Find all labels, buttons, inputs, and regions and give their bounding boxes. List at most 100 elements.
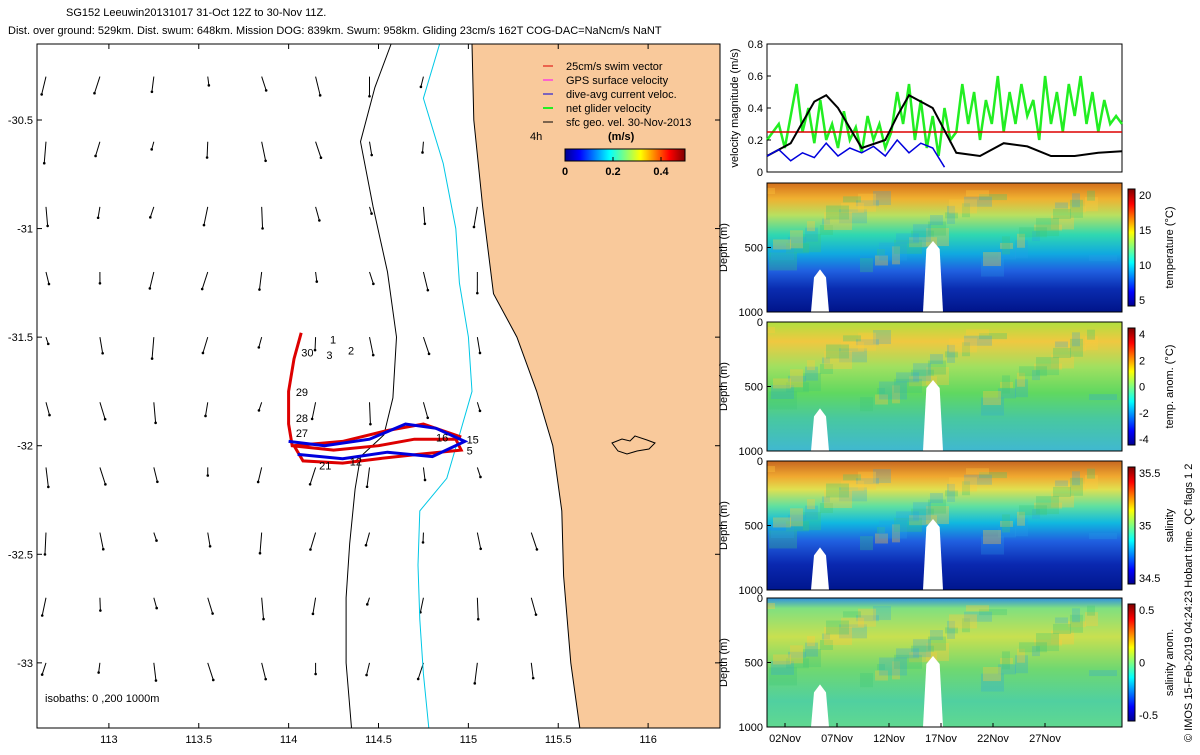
salinity-patch xyxy=(773,517,791,527)
track-label: 3 xyxy=(326,350,332,362)
vector-head xyxy=(154,422,157,425)
temperature-patch xyxy=(773,239,791,249)
temperature-patch xyxy=(879,243,907,261)
temp_anom-patch xyxy=(1053,348,1071,358)
vector-head xyxy=(259,552,262,555)
vector-head xyxy=(370,154,373,157)
vector-head xyxy=(370,212,373,215)
temp_anom-patch xyxy=(1055,341,1068,347)
vector-head xyxy=(48,283,51,286)
sal_anom-colorbar-tick: 0.5 xyxy=(1139,605,1154,617)
sal_anom-patch xyxy=(1019,642,1047,652)
vector-head xyxy=(479,476,482,479)
vector-head xyxy=(369,423,372,426)
temp_anom-colorbar-tick: 4 xyxy=(1139,329,1145,341)
temperature-patch xyxy=(949,199,977,213)
vector-head xyxy=(426,416,429,419)
temperature-patch xyxy=(1019,227,1047,237)
vector-head xyxy=(150,148,153,151)
vector-head xyxy=(206,156,209,159)
temperature-patch xyxy=(1087,191,1095,201)
temp_anom-colorbar-tick: -2 xyxy=(1139,408,1149,420)
salinity-patch xyxy=(790,508,803,526)
track-label: 21 xyxy=(319,461,331,473)
temperature-patch xyxy=(966,190,989,196)
vector-head xyxy=(41,614,44,617)
temp_anom-patch xyxy=(949,338,977,352)
salinity-colorbar-tick: 34.5 xyxy=(1139,573,1160,585)
salinity-patch xyxy=(1089,533,1117,539)
vector-head xyxy=(314,349,317,352)
temperature-patch xyxy=(930,215,943,225)
track-label: 16 xyxy=(436,432,448,444)
vector-head xyxy=(201,288,204,291)
map-y-tick-label: -32.5 xyxy=(8,549,33,561)
vector-head xyxy=(366,603,369,606)
temp_anom-colorbar-tick: -4 xyxy=(1139,434,1149,446)
temperature-colorbar xyxy=(1128,189,1135,306)
vector-head xyxy=(43,162,46,165)
vector-head xyxy=(202,352,205,355)
vector-head xyxy=(421,151,424,154)
vector-head xyxy=(203,224,206,227)
salinity-patch xyxy=(1055,480,1068,486)
vector-head xyxy=(104,483,107,486)
date-tick-label: 07Nov xyxy=(821,733,853,745)
salinity-patch xyxy=(1053,487,1071,497)
temp_anom-patch xyxy=(930,354,943,364)
vector-head xyxy=(417,678,420,681)
sal_anom-patch xyxy=(1002,651,1010,669)
vector-head xyxy=(473,226,476,229)
vector-head xyxy=(261,227,264,230)
vector-head xyxy=(99,609,102,612)
vector-head xyxy=(479,410,482,413)
sal_anom-patch xyxy=(843,611,861,617)
vector-head xyxy=(93,92,96,95)
vector-head xyxy=(206,474,209,477)
vector-head xyxy=(47,486,50,489)
temperature-patch xyxy=(790,230,803,248)
temp_anom-colorbar xyxy=(1128,328,1135,445)
vector-head xyxy=(40,93,43,96)
vector-head xyxy=(258,346,261,349)
temperature-patch xyxy=(767,188,775,194)
vector-head xyxy=(366,485,369,488)
vector-head xyxy=(424,479,427,482)
date-tick-label: 17Nov xyxy=(925,733,957,745)
sal_anom-colorbar-tick: 0 xyxy=(1139,658,1145,670)
salinity-patch xyxy=(1072,471,1080,485)
sal_anom-patch xyxy=(1089,670,1117,676)
sal_anom-patch xyxy=(1053,624,1071,634)
temperature-colorbar-tick: 20 xyxy=(1139,190,1151,202)
temp_anom-y-tick-label: 0 xyxy=(757,317,763,329)
temperature-patch xyxy=(860,258,873,272)
vector-head xyxy=(102,548,105,551)
salinity-patch xyxy=(879,521,907,539)
temperature-patch xyxy=(1089,255,1117,261)
map-x-tick-label: 113 xyxy=(100,734,118,746)
vector-head xyxy=(155,607,158,610)
sal_anom-patch xyxy=(966,605,989,611)
salinity-patch xyxy=(1002,514,1010,532)
vector-head xyxy=(365,674,368,677)
salinity-patch xyxy=(826,484,849,498)
vector-head xyxy=(428,353,431,356)
date-tick-label: 27Nov xyxy=(1029,733,1061,745)
vector-head xyxy=(535,613,538,616)
vector-head xyxy=(479,352,482,355)
map-y-tick-label: -30.5 xyxy=(8,115,33,127)
vector-head xyxy=(368,95,371,98)
vector-head xyxy=(318,219,321,222)
vector-head xyxy=(47,343,50,346)
sal_anom-patch xyxy=(879,658,907,676)
vector-head xyxy=(155,679,158,682)
velocity-ylabel: velocity magnitude (m/s) xyxy=(729,48,741,167)
salinity-colorbar xyxy=(1128,467,1135,584)
vector-head xyxy=(262,618,265,621)
track-label: 27 xyxy=(296,428,308,440)
